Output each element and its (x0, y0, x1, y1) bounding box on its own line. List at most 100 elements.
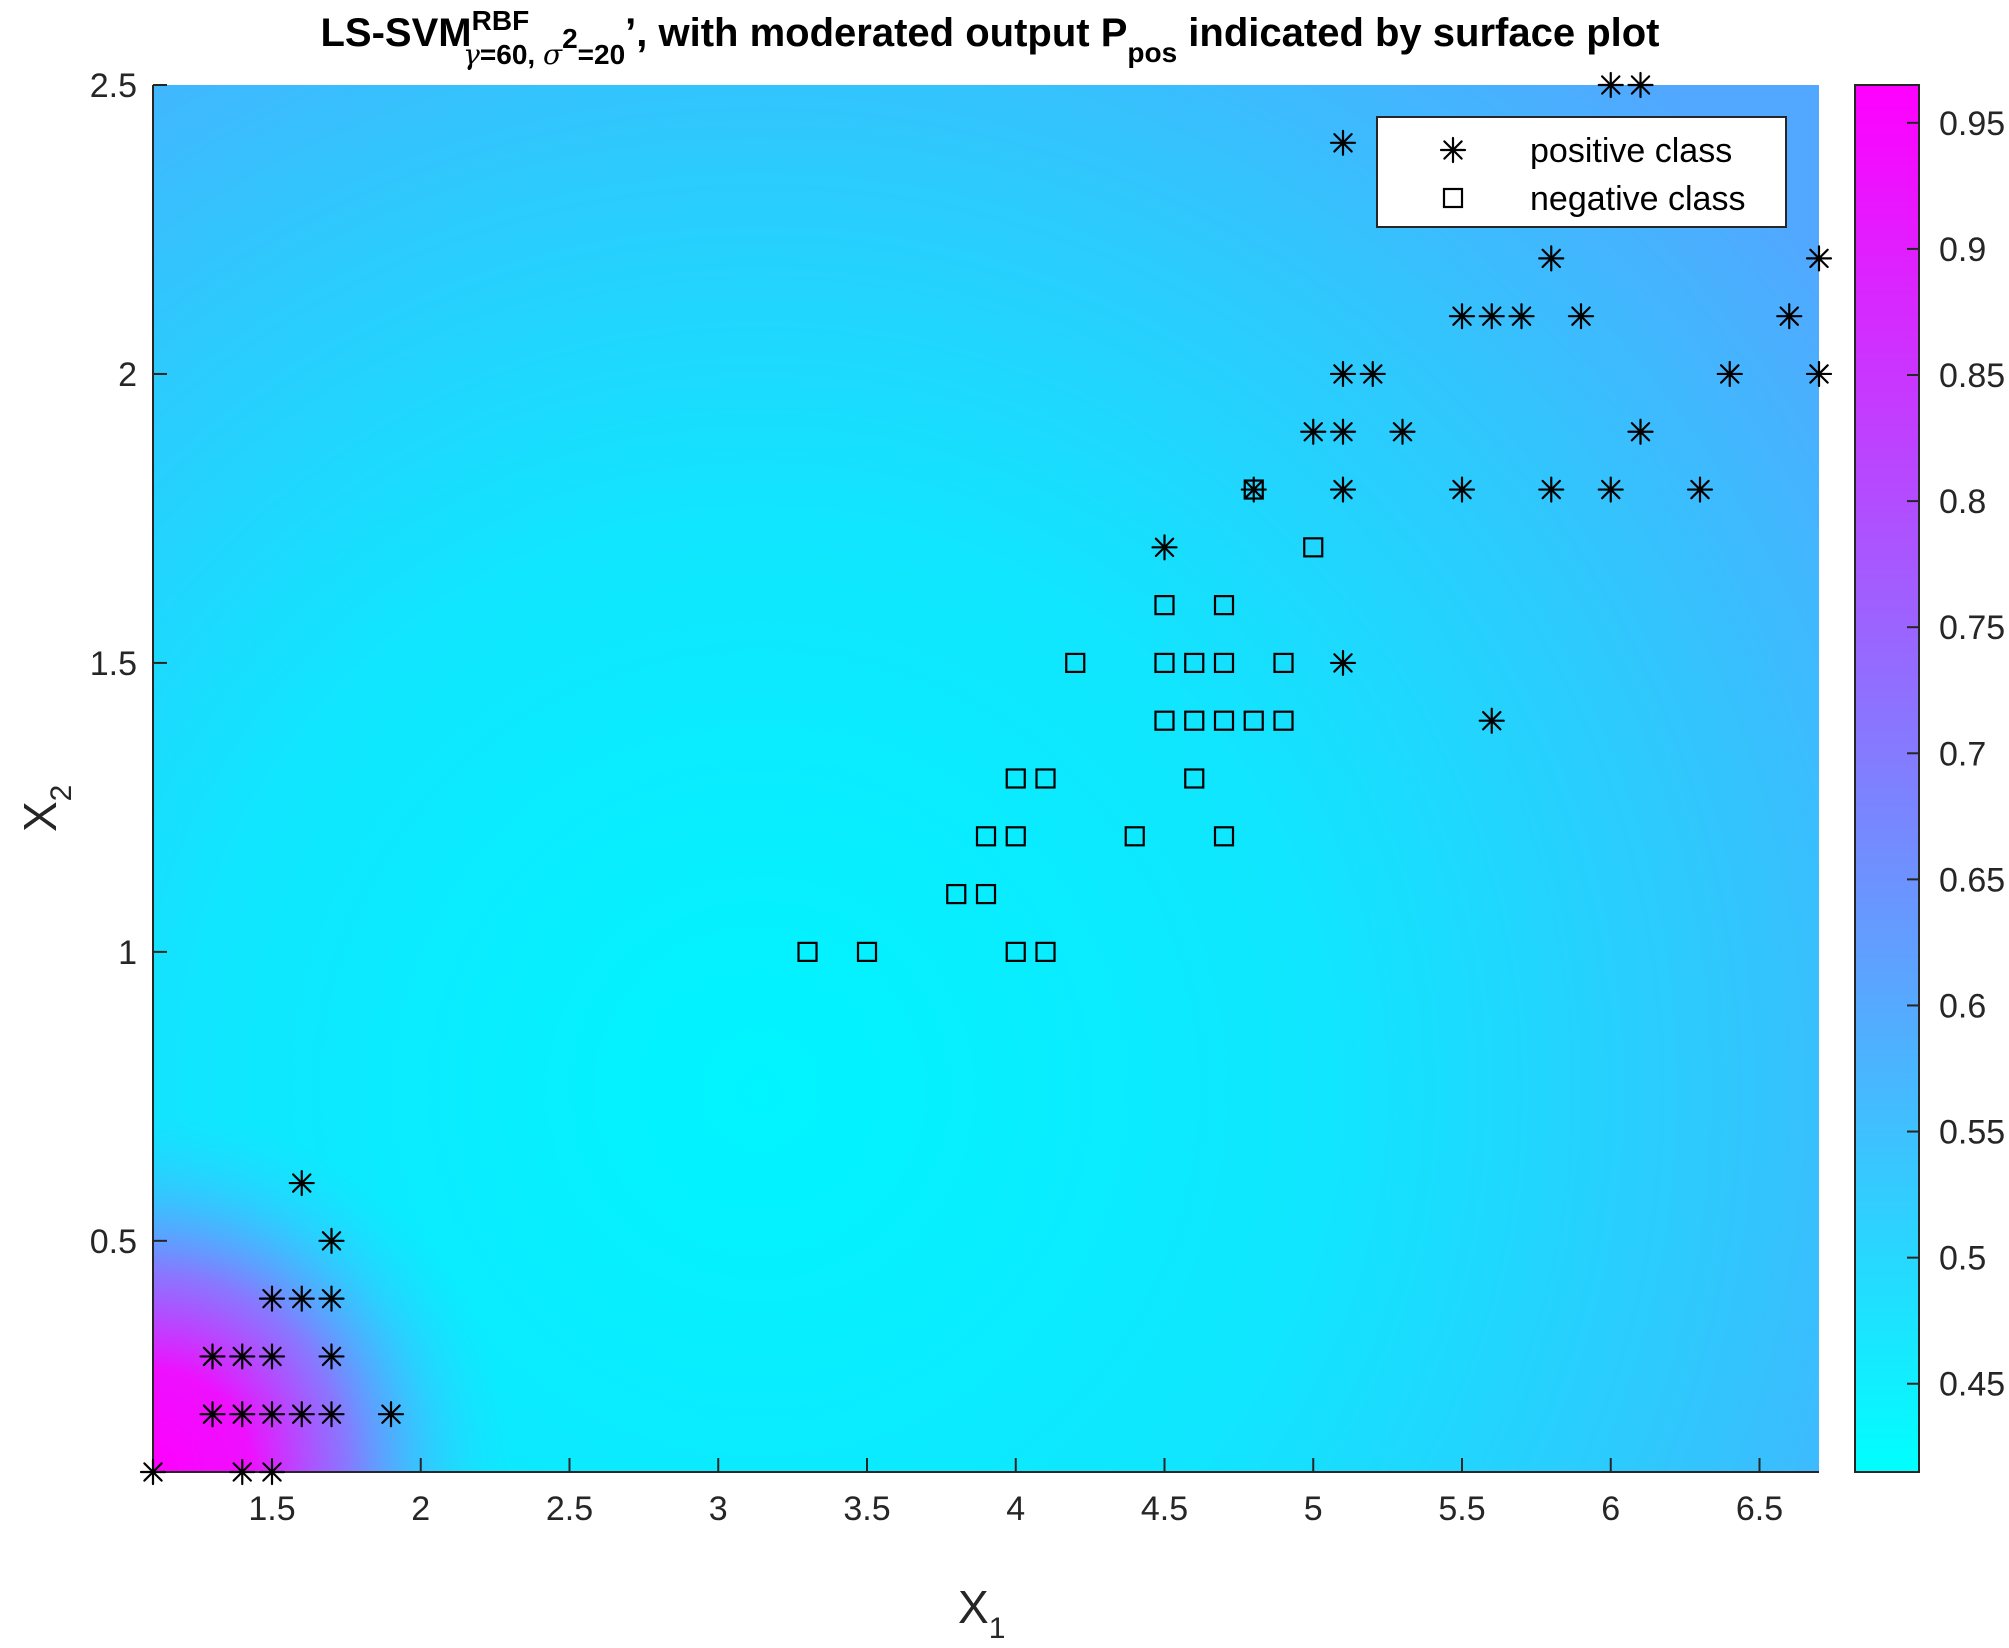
negative-point (1154, 710, 1175, 731)
positive-point (1776, 303, 1803, 330)
negative-point (1154, 595, 1175, 616)
series-positive-class (139, 71, 1833, 1486)
y-axis-label: X2 (14, 785, 78, 832)
x-tick-label: 6 (1601, 1490, 1620, 1528)
probability-surface (153, 85, 1819, 1472)
colorbar-ticks: 0.45 0.5 0.55 0.6 0.65 0.7 0.75 0.8 0.85 0.9 0.95 (1907, 105, 2005, 1404)
y-tick-label: 2 (118, 356, 137, 394)
colorbar-tick-label: 0.65 (1939, 861, 2005, 899)
colorbar-tick-label: 0.85 (1939, 357, 2005, 395)
positive-point (1627, 71, 1654, 99)
colorbar-tick-label: 0.6 (1939, 987, 1986, 1025)
colorbar-tick-label: 0.75 (1939, 609, 2005, 647)
positive-point (288, 1401, 315, 1428)
negative-point (1005, 941, 1026, 962)
y-tick-label: 1 (118, 934, 137, 972)
x-tick-label: 1.5 (248, 1490, 295, 1528)
y-ticks: 0.5 1 1.5 2 2.5 (90, 67, 167, 1261)
series-negative-class (797, 479, 1324, 962)
negative-point (1035, 941, 1056, 962)
colorbar-tick-label: 0.7 (1939, 735, 1986, 773)
negative-point (1243, 710, 1264, 731)
positive-point (1538, 245, 1565, 272)
legend-negative-label: negative class (1530, 180, 1745, 218)
negative-point (1273, 652, 1294, 674)
positive-point (199, 1343, 226, 1370)
negative-point (975, 826, 997, 847)
positive-point (1478, 707, 1505, 734)
positive-point (1329, 476, 1357, 503)
positive-point (258, 1401, 286, 1428)
negative-point (856, 941, 878, 962)
positive-point (1805, 245, 1833, 272)
x-tick-label: 2.5 (546, 1490, 593, 1528)
x-tick-label: 3 (709, 1490, 728, 1528)
colorbar-tick-label: 0.95 (1939, 105, 2005, 143)
positive-point (288, 1169, 315, 1197)
positive-point (258, 1285, 286, 1312)
colorbar-tick-label: 0.55 (1939, 1114, 2005, 1152)
negative-point (1035, 768, 1056, 789)
positive-point (229, 1458, 256, 1486)
negative-point (1213, 595, 1235, 616)
legend-asterisk-marker (1439, 136, 1467, 164)
negative-point (1065, 652, 1086, 674)
negative-point (1213, 652, 1235, 674)
negative-point (1005, 768, 1026, 789)
positive-point (318, 1343, 345, 1370)
positive-point (318, 1227, 345, 1254)
colorbar-tick-label: 0.8 (1939, 483, 1986, 521)
y-tick-label: 0.5 (90, 1223, 137, 1261)
positive-point (1478, 303, 1505, 330)
positive-point (1389, 418, 1416, 445)
colorbar-tick-label: 0.9 (1939, 231, 1986, 269)
negative-point (1005, 826, 1026, 847)
negative-point (1184, 652, 1205, 674)
colorbar: 0.45 0.5 0.55 0.6 0.65 0.7 0.75 0.8 0.85 0.9 0.95 (1854, 84, 2005, 1473)
positive-point (1627, 418, 1654, 445)
x-tick-label: 3.5 (843, 1490, 890, 1528)
negative-point (1154, 652, 1175, 674)
chart-title: LS-SVMRBF γ=60, σ2=20’, with moderated ou… (321, 5, 1660, 71)
negative-point (1213, 826, 1235, 847)
positive-point (1448, 476, 1476, 503)
x-tick-label: 5 (1304, 1490, 1323, 1528)
negative-point (1213, 710, 1235, 731)
positive-point (139, 1458, 167, 1486)
positive-point (1151, 534, 1178, 561)
positive-point (1597, 71, 1624, 99)
positive-point (318, 1285, 345, 1312)
positive-point (1508, 303, 1535, 330)
negative-point (1243, 479, 1264, 500)
negative-point (1184, 768, 1205, 789)
positive-point (1805, 360, 1833, 388)
negative-point (1184, 710, 1205, 731)
x-tick-label: 4.5 (1141, 1490, 1188, 1528)
positive-point (1567, 303, 1595, 330)
y-tick-label: 2.5 (90, 67, 137, 105)
positive-point (1329, 649, 1357, 677)
negative-point (797, 941, 818, 962)
x-ticks: 1.5 2 2.5 3 3.5 4 4.5 5 5.5 6 6.5 (248, 1458, 1783, 1528)
scatter-markers (139, 71, 1833, 1486)
y-tick-label: 1.5 (90, 645, 137, 683)
negative-point (1124, 826, 1145, 847)
negative-point (946, 883, 967, 905)
legend: positive class negative class (1376, 116, 1787, 228)
positive-point (1329, 129, 1357, 156)
legend-asterisk-icon (1439, 136, 1467, 164)
positive-point (1300, 418, 1327, 445)
positive-point (258, 1343, 286, 1370)
positive-point (1448, 303, 1476, 330)
negative-point (975, 883, 997, 905)
positive-point (229, 1401, 256, 1428)
positive-point (1329, 360, 1357, 388)
positive-point (1686, 476, 1714, 503)
positive-point (258, 1458, 286, 1486)
x-axis-label: X1 (958, 1581, 1005, 1645)
x-tick-label: 6.5 (1736, 1490, 1783, 1528)
positive-point (229, 1343, 256, 1370)
x-tick-label: 2 (411, 1490, 430, 1528)
positive-point (199, 1401, 226, 1428)
